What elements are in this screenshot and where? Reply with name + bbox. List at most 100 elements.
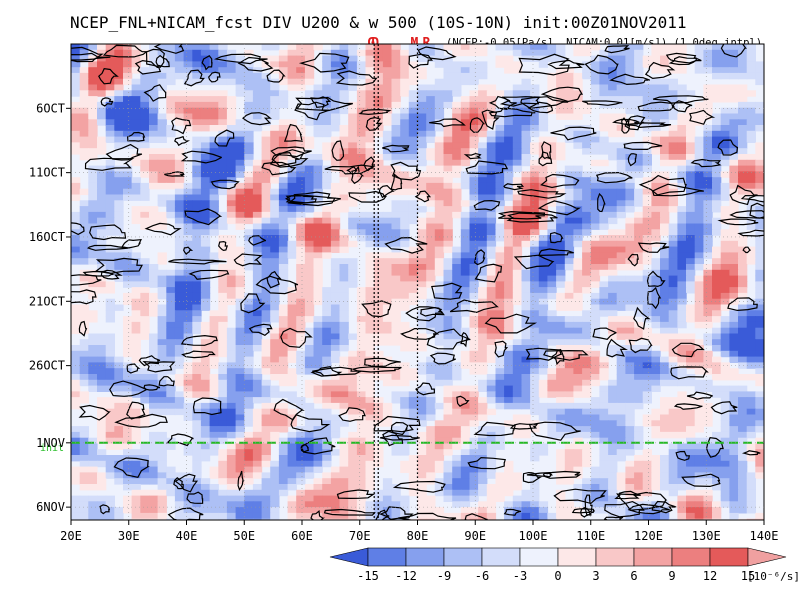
field-cell — [556, 292, 566, 300]
field-cell — [625, 246, 635, 253]
field-cell — [339, 455, 349, 462]
field-cell — [183, 67, 193, 74]
field-cell — [322, 316, 332, 323]
field-cell — [131, 466, 141, 473]
field-cell — [651, 431, 661, 439]
field-cell — [608, 142, 618, 149]
field-cell — [729, 136, 739, 143]
field-cell — [712, 455, 722, 462]
field-cell — [313, 101, 323, 109]
field-cell — [573, 49, 583, 57]
field-cell — [677, 472, 687, 479]
field-cell — [495, 426, 505, 433]
field-cell — [183, 275, 193, 282]
field-cell — [573, 333, 583, 340]
field-cell — [668, 154, 678, 161]
field-cell — [339, 281, 349, 288]
field-cell — [339, 154, 349, 161]
field-cell — [582, 142, 592, 149]
field-cell — [296, 310, 306, 317]
field-cell — [469, 292, 479, 300]
field-cell — [486, 101, 497, 109]
field-cell — [97, 78, 107, 86]
field-cell — [625, 165, 635, 172]
field-cell — [443, 304, 453, 311]
field-cell — [304, 310, 315, 317]
field-cell — [374, 177, 384, 184]
field-cell — [183, 391, 193, 398]
field-cell — [729, 368, 739, 375]
field-cell — [729, 269, 739, 277]
field-cell — [642, 182, 652, 190]
field-cell — [123, 258, 133, 265]
field-cell — [538, 368, 549, 375]
field-cell — [140, 287, 150, 294]
field-cell — [556, 200, 566, 207]
field-cell — [79, 252, 89, 259]
field-cell — [322, 182, 332, 190]
field-cell — [114, 304, 124, 311]
field-cell — [486, 154, 497, 161]
field-cell — [538, 339, 549, 346]
field-cell — [157, 269, 167, 277]
field-cell — [261, 368, 271, 375]
field-cell — [261, 269, 271, 277]
field-cell — [244, 414, 254, 421]
field-cell — [365, 402, 375, 410]
field-cell — [547, 275, 557, 282]
field-cell — [105, 472, 115, 479]
field-cell — [408, 455, 419, 462]
field-cell — [105, 125, 115, 132]
field-cell — [105, 101, 115, 109]
field-cell — [668, 368, 678, 375]
field-cell — [79, 206, 89, 213]
field-cell — [88, 379, 98, 387]
field-cell — [720, 472, 730, 479]
field-cell — [261, 113, 271, 120]
field-cell — [71, 49, 81, 57]
field-cell — [590, 304, 601, 311]
field-cell — [599, 414, 609, 421]
field-cell — [97, 217, 107, 225]
field-cell — [157, 275, 167, 282]
field-cell — [322, 368, 332, 375]
field-cell — [140, 182, 150, 190]
field-cell — [590, 67, 601, 74]
field-cell — [521, 414, 531, 421]
field-cell — [339, 345, 349, 352]
field-cell — [625, 374, 635, 381]
field-cell — [123, 194, 133, 201]
field-cell — [530, 177, 540, 184]
field-cell — [556, 379, 566, 387]
field-cell — [538, 327, 549, 335]
field-cell — [729, 90, 739, 97]
field-cell — [590, 72, 601, 80]
field-cell — [625, 304, 635, 311]
field-cell — [434, 206, 445, 213]
field-cell — [694, 310, 704, 317]
field-cell — [313, 246, 323, 253]
field-cell — [218, 478, 228, 485]
field-cell — [712, 217, 722, 225]
field-cell — [374, 217, 384, 225]
field-cell — [452, 246, 462, 253]
field-cell — [426, 460, 436, 468]
field-cell — [417, 223, 427, 230]
field-cell — [694, 379, 704, 387]
field-cell — [304, 298, 315, 306]
field-cell — [426, 258, 436, 265]
field-cell — [348, 374, 358, 381]
field-cell — [200, 235, 211, 242]
field-cell — [495, 182, 505, 190]
field-cell — [729, 182, 739, 190]
field-cell — [755, 298, 764, 306]
field-cell — [356, 420, 367, 427]
field-cell — [183, 414, 193, 421]
field-cell — [564, 414, 575, 421]
field-cell — [157, 292, 167, 300]
field-cell — [149, 55, 159, 62]
field-cell — [88, 240, 98, 248]
field-cell — [304, 455, 315, 462]
field-cell — [582, 171, 592, 178]
field-cell — [244, 96, 254, 103]
